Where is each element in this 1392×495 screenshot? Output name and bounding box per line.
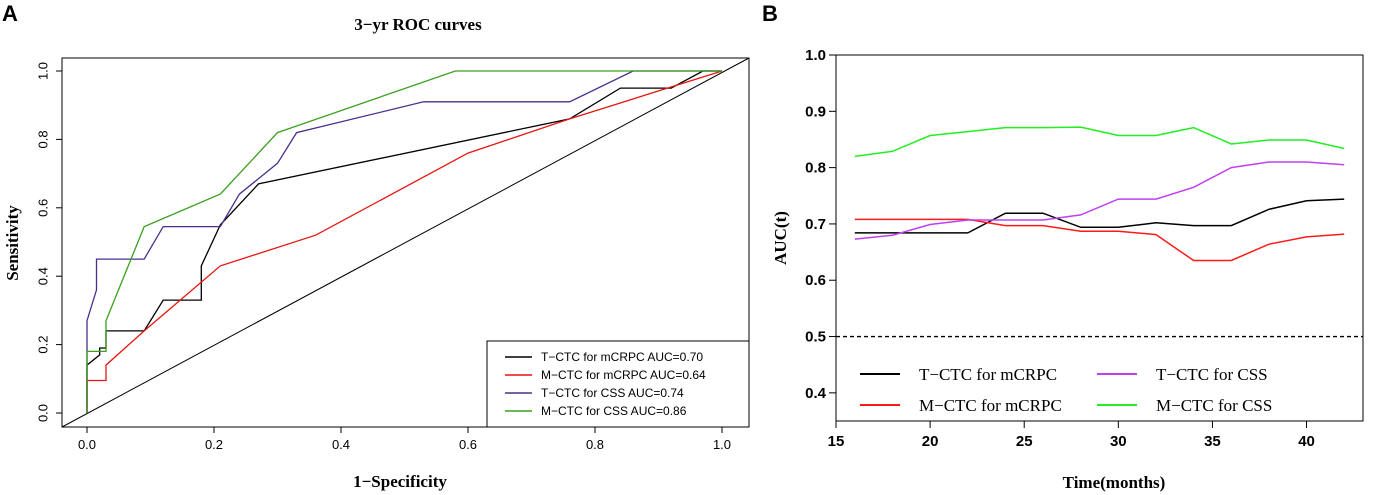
roc-legend-label-4: M−CTC for CSS AUC=0.86 [541,404,687,418]
auc-y-axis-label: AUC(t) [771,211,790,265]
roc-y-tick-label: 0.4 [35,267,50,285]
roc-chart-title: 3−yr ROC curves [354,15,482,34]
roc-series-line-3 [86,70,722,413]
roc-legend-label-1: T−CTC for mCRPC AUC=0.70 [541,350,703,364]
auc-series-line-2 [854,218,1345,262]
auc-legend: T−CTC for mCRPC M−CTC for mCRPC T−CTC for … [860,365,1272,415]
auc-y-tick-label: 0.6 [805,272,826,289]
auc-legend-label-3: T−CTC for CSS [1156,365,1268,384]
roc-x-tick-label: 0.8 [586,437,604,452]
roc-y-tick-label: 0.6 [35,199,50,217]
auc-y-tick-label: 1.0 [805,47,826,64]
roc-x-tick-label: 0.4 [332,437,350,452]
auc-x-tick-label: 35 [1204,433,1221,450]
roc-x-tick-label: 0.2 [205,437,223,452]
auc-x-tick-label: 25 [1016,433,1033,450]
auc-series-line-1 [854,198,1345,234]
roc-chart: 3−yr ROC curves 1−Specificity Sensitivit… [3,15,750,491]
auc-series-line-4 [854,126,1345,158]
auc-x-tick-label: 30 [1110,433,1127,450]
roc-y-tick-label: 0.0 [35,404,50,422]
panel-letter-b: B [762,1,778,26]
auc-y-tick-label: 0.8 [805,160,826,177]
roc-series-line-4 [86,70,722,413]
auc-y-tick-label: 0.9 [805,103,826,120]
roc-x-tick-label: 0.0 [78,437,96,452]
roc-x-tick-label: 1.0 [713,437,731,452]
roc-legend-box [486,340,750,428]
roc-legend: T−CTC for mCRPC AUC=0.70 M−CTC for mCRPC … [505,350,706,418]
roc-series-line-1 [86,70,722,413]
roc-legend-label-2: M−CTC for mCRPC AUC=0.64 [541,368,706,382]
auc-x-tick-label: 15 [828,433,845,450]
roc-y-axis-label: Sensitivity [3,205,22,281]
roc-x-tick-label: 0.6 [459,437,477,452]
roc-y-tick-label: 1.0 [35,62,50,80]
roc-y-tick-label: 0.8 [35,130,50,148]
auc-plot-frame [835,54,1364,422]
roc-reference-diagonal [61,57,750,428]
auc-time-chart: Time(months) AUC(t) 15 20 25 30 35 40 0.4 0.5 0… [771,47,1364,492]
roc-legend-label-3: T−CTC for CSS AUC=0.74 [541,386,684,400]
auc-x-tick-label: 20 [922,433,939,450]
auc-series-line-3 [854,161,1345,240]
roc-series-line-2 [86,70,723,413]
roc-x-axis-label: 1−Specificity [353,472,447,491]
auc-y-tick-label: 0.5 [805,329,826,346]
auc-y-tick-label: 0.7 [805,216,826,233]
auc-x-tick-label: 40 [1298,433,1315,450]
auc-legend-label-1: T−CTC for mCRPC [919,365,1057,384]
roc-y-tick-label: 0.2 [35,336,50,354]
auc-legend-label-4: M−CTC for CSS [1156,396,1272,415]
panel-letter-a: A [2,1,18,26]
auc-x-axis-label: Time(months) [1063,473,1166,492]
auc-legend-label-2: M−CTC for mCRPC [919,396,1062,415]
auc-y-tick-label: 0.4 [805,385,827,402]
